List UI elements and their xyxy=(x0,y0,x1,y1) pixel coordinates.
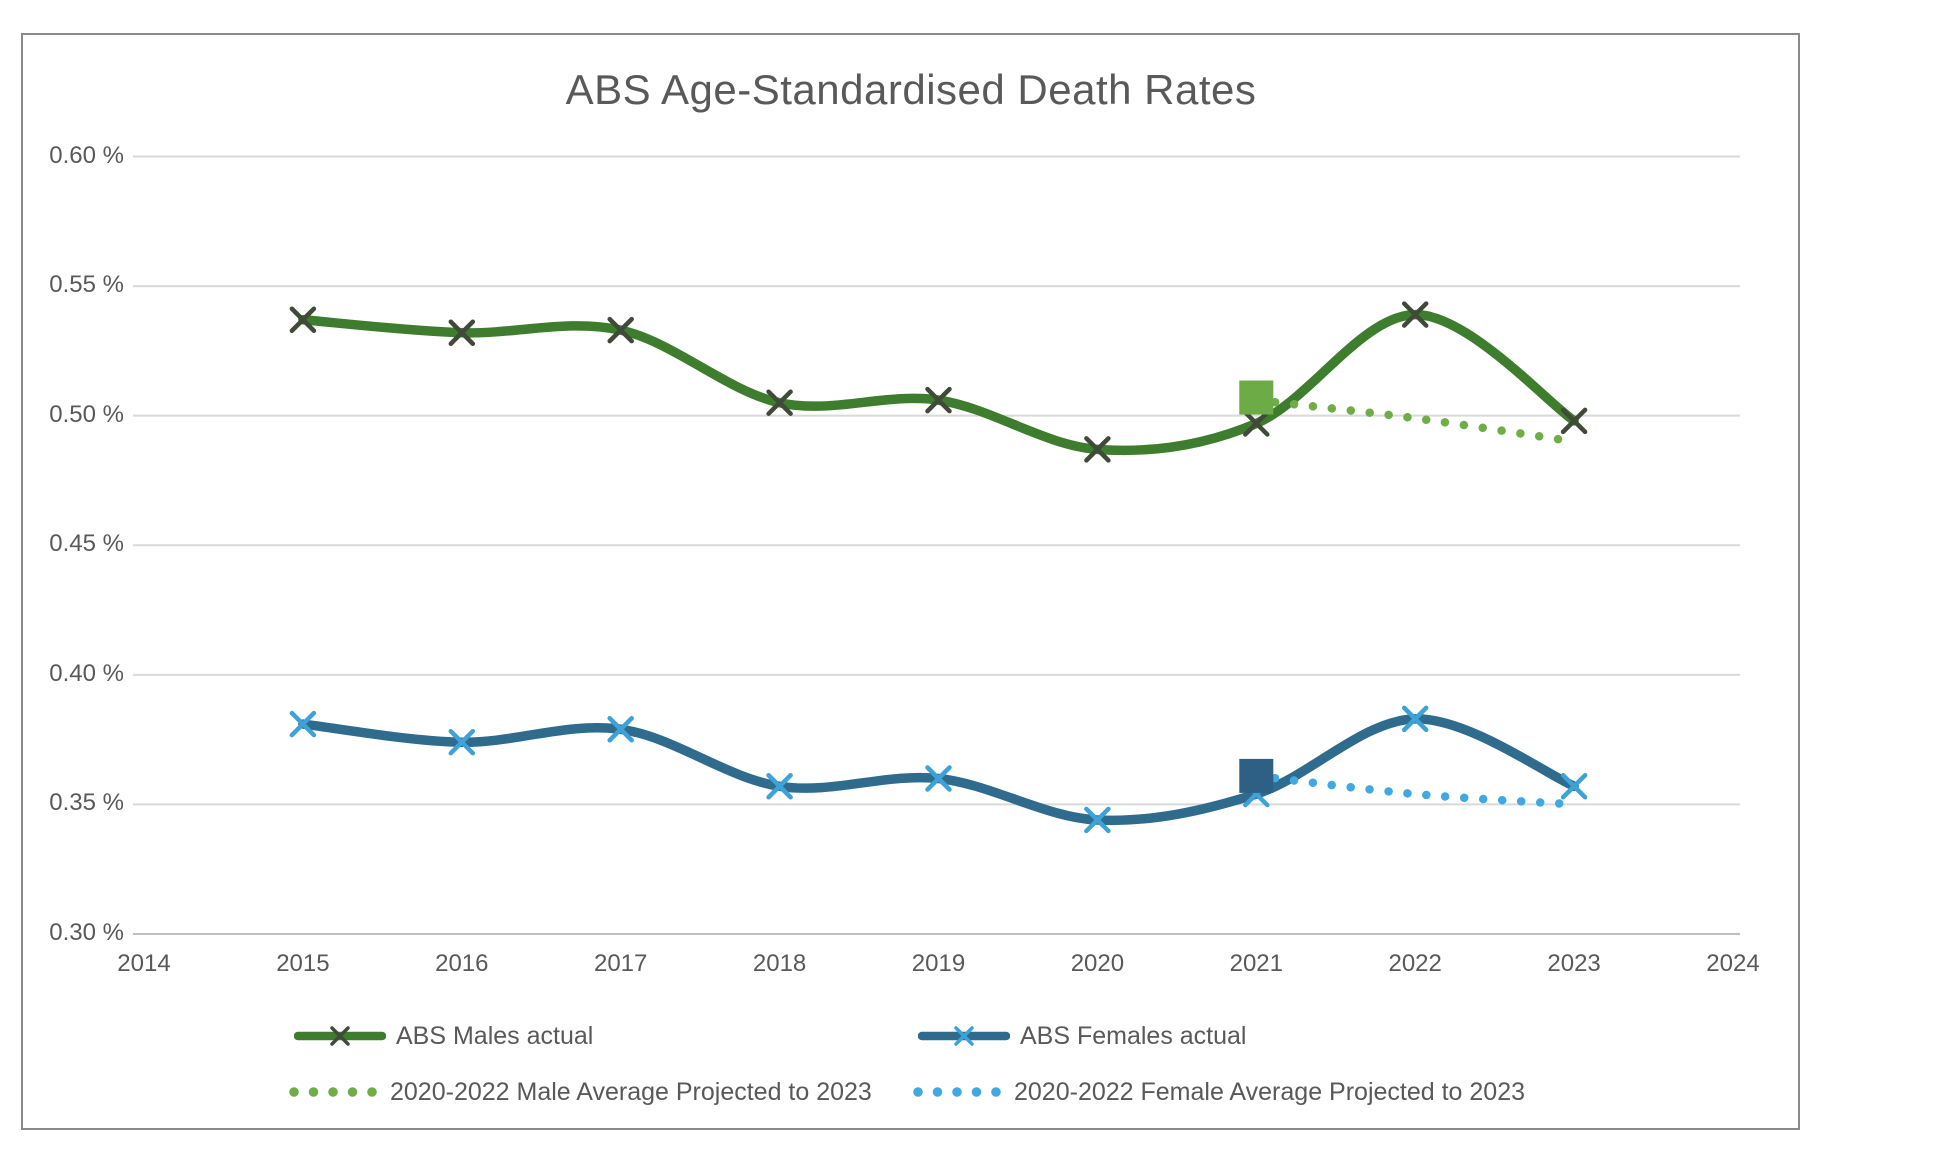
marker-x-abs-males-actual xyxy=(1084,436,1111,463)
legend-item-females-actual: ABS Females actual xyxy=(918,1020,1247,1052)
marker-x-abs-females-actual xyxy=(289,710,317,738)
y-tick-label: 0.55 % xyxy=(49,271,124,299)
y-tick-label: 0.60 % xyxy=(49,141,124,169)
legend-label-males-actual: ABS Males actual xyxy=(396,1021,594,1050)
marker-x-abs-males-actual xyxy=(607,316,634,344)
series-abs-males-actual xyxy=(298,309,1579,456)
y-tick-label: 0.50 % xyxy=(49,400,124,428)
marker-x-abs-females-actual xyxy=(766,773,793,800)
legend-item-males-actual: ABS Males actual xyxy=(294,1020,593,1052)
x-tick-label: 2019 xyxy=(911,950,966,977)
legend-line-swatch-males xyxy=(294,1025,386,1047)
marker-x-abs-females-actual xyxy=(925,765,952,792)
series-2020-2022-male-average-projected-to-2023 xyxy=(1252,395,1579,446)
marker-x-abs-females-actual xyxy=(1560,773,1588,800)
x-tick-label: 2020 xyxy=(1070,950,1125,977)
series-2020-2022-female-average-projected-to-2023 xyxy=(1252,771,1579,809)
marker-x-abs-females-actual xyxy=(1401,705,1429,733)
chart-frame xyxy=(21,33,1800,1130)
legend-item-male-projection: 2020-2022 Male Average Projected to 2023 xyxy=(288,1076,872,1108)
marker-x-abs-females-actual xyxy=(607,716,634,743)
marker-x-abs-males-actual xyxy=(1401,301,1429,328)
x-tick-label: 2021 xyxy=(1229,950,1283,977)
marker-x-abs-females-actual xyxy=(448,728,476,756)
y-tick-label: 0.45 % xyxy=(49,530,124,558)
legend-item-female-projection: 2020-2022 Female Average Projected to 20… xyxy=(912,1076,1525,1108)
line-marker-icon xyxy=(918,1026,1010,1046)
marker-x-abs-males-actual xyxy=(925,386,952,414)
x-tick-label: 2016 xyxy=(435,950,489,977)
x-tick-label: 2015 xyxy=(276,950,330,977)
dotted-line-icon xyxy=(289,1087,377,1097)
marker-x-abs-males-actual xyxy=(1243,410,1270,437)
chart-title: ABS Age-Standardised Death Rates xyxy=(565,66,1257,113)
marker-x-abs-males-actual xyxy=(766,389,793,416)
legend-dots-swatch-female xyxy=(912,1081,1004,1103)
male-projection-anchor xyxy=(1239,380,1274,415)
x-tick-label: 2017 xyxy=(593,950,648,977)
marker-x-abs-males-actual xyxy=(289,306,317,334)
line-marker-icon xyxy=(294,1026,386,1046)
legend-label-females-actual: ABS Females actual xyxy=(1020,1021,1247,1050)
x-tick-label: 2014 xyxy=(117,950,171,977)
dotted-line-icon xyxy=(913,1087,1001,1097)
x-tick-label: 2022 xyxy=(1388,950,1442,977)
marker-x-abs-males-actual xyxy=(448,319,476,346)
female-projection-anchor xyxy=(1239,758,1274,793)
x-tick-label: 2023 xyxy=(1547,950,1601,977)
marker-x-abs-males-actual xyxy=(1560,407,1588,435)
y-tick-label: 0.40 % xyxy=(49,659,124,687)
y-tick-label: 0.35 % xyxy=(49,789,124,817)
x-tick-label: 2018 xyxy=(752,950,807,977)
x-tick-label: 2024 xyxy=(1706,950,1760,977)
legend-label-male-projection: 2020-2022 Male Average Projected to 2023 xyxy=(390,1077,872,1106)
legend-dots-swatch-male xyxy=(288,1081,380,1103)
legend-line-swatch-females xyxy=(918,1025,1010,1047)
y-tick-label: 0.30 % xyxy=(49,919,124,946)
legend-label-female-projection: 2020-2022 Female Average Projected to 20… xyxy=(1014,1077,1526,1106)
marker-x-abs-females-actual xyxy=(1084,806,1111,834)
